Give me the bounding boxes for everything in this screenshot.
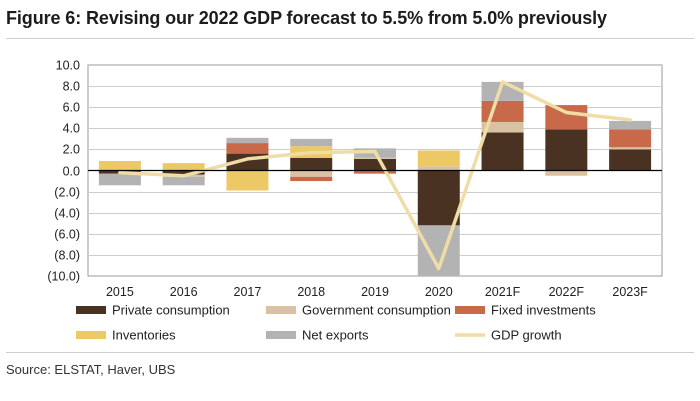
bar-segment xyxy=(609,120,652,130)
bar-segment xyxy=(98,161,141,171)
y-tick-label: 0.0 xyxy=(63,165,80,179)
x-tick-label: 2022F xyxy=(549,285,585,299)
title-divider xyxy=(6,38,694,39)
x-tick-label: 2023F xyxy=(612,285,648,299)
bar-segment xyxy=(290,157,333,171)
y-tick-label: 2.0 xyxy=(63,143,80,157)
bar-segment xyxy=(226,143,269,154)
legend-label: GDP growth xyxy=(491,328,562,343)
bar-segment xyxy=(162,163,205,171)
bar-segment xyxy=(290,170,333,177)
y-tick-label: 4.0 xyxy=(63,122,80,136)
bar-segment xyxy=(417,150,460,167)
bar-segment xyxy=(481,100,524,122)
legend-swatch xyxy=(76,306,106,314)
legend-label: Government consumption xyxy=(302,303,451,318)
y-tick-label: (8.0) xyxy=(54,249,80,263)
x-tick-label: 2018 xyxy=(297,285,325,299)
legend-label: Private consumption xyxy=(112,303,230,318)
bar-segment xyxy=(417,166,460,171)
x-tick-label: 2020 xyxy=(425,285,453,299)
bar-segment xyxy=(98,173,141,186)
bar-segment xyxy=(290,176,333,182)
legend-label: Fixed investments xyxy=(491,303,596,318)
bar-segment xyxy=(481,121,524,133)
bar-segment xyxy=(290,138,333,147)
bar-segment xyxy=(417,170,460,226)
x-tick-label: 2016 xyxy=(170,285,198,299)
bar-segment xyxy=(609,129,652,148)
bar-segment xyxy=(354,170,396,174)
y-tick-label: (4.0) xyxy=(54,207,80,221)
axis-layer: 10.0 8.0 6.0 4.0 2.0 0.0 (2.0) (4.0) (6.0) (8.0) (… xyxy=(47,59,662,299)
x-tick-label: 2017 xyxy=(234,285,262,299)
x-tick-label: 2015 xyxy=(106,285,134,299)
legend-label: Net exports xyxy=(302,328,369,343)
bar-segment xyxy=(162,176,205,186)
source-divider xyxy=(6,352,694,353)
y-tick-label: (6.0) xyxy=(54,228,80,242)
legend-swatch xyxy=(455,306,485,314)
legend-layer: Private consumption Government consumptio… xyxy=(76,303,596,343)
y-tick-label: 8.0 xyxy=(63,80,80,94)
legend-swatch xyxy=(76,331,106,339)
bar-segment xyxy=(545,170,588,176)
bar-segment xyxy=(545,129,588,171)
y-tick-label: (10.0) xyxy=(47,270,80,284)
y-tick-label: 6.0 xyxy=(63,101,80,115)
legend-swatch xyxy=(266,331,296,339)
source-note: Source: ELSTAT, Haver, UBS xyxy=(6,362,176,377)
bar-segment xyxy=(162,170,205,175)
x-tick-label: 2021F xyxy=(485,285,521,299)
chart-canvas: 10.0 8.0 6.0 4.0 2.0 0.0 (2.0) (4.0) (6.0) (8.0) (… xyxy=(47,59,663,343)
bar-segment xyxy=(609,149,652,171)
bar-segment xyxy=(609,147,652,150)
bar-segment xyxy=(545,105,588,130)
bar-segment xyxy=(354,158,396,171)
bar-segment xyxy=(354,157,396,159)
y-tick-label: 10.0 xyxy=(56,59,80,73)
legend-swatch xyxy=(266,306,296,314)
legend-label: Inventories xyxy=(112,328,176,343)
bar-segment xyxy=(226,170,269,191)
bar-segment xyxy=(481,132,524,171)
bar-segment xyxy=(226,137,269,144)
chart-title: Figure 6: Revising our 2022 GDP forecast… xyxy=(6,8,607,28)
x-tick-label: 2019 xyxy=(361,285,389,299)
y-tick-label: (2.0) xyxy=(54,186,80,200)
